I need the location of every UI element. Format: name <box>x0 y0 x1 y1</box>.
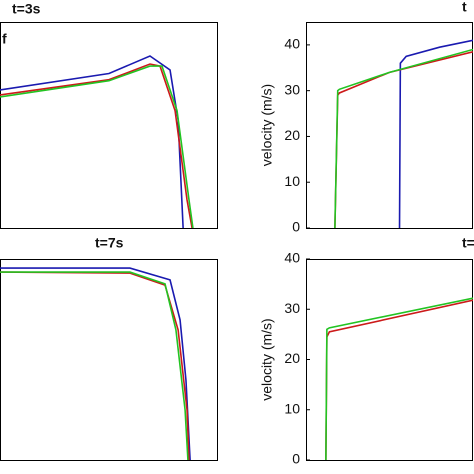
y-tick-label: 0 <box>292 451 300 467</box>
axes-box <box>306 22 473 229</box>
y-tick-label: 40 <box>284 36 300 52</box>
series-line <box>334 50 473 228</box>
y-tick-label: 0 <box>292 219 300 235</box>
axes-box <box>0 259 218 461</box>
y-axis-label: velocity (m/s) <box>259 84 275 166</box>
series-line <box>334 48 473 228</box>
series-line <box>0 271 189 460</box>
y-tick-label: 30 <box>284 81 300 97</box>
series-line <box>0 65 194 228</box>
annotation: f <box>2 31 7 47</box>
axes-box <box>0 22 218 229</box>
panel-title: t=3s <box>12 1 41 17</box>
axes-box <box>306 259 473 461</box>
y-tick-label: 10 <box>284 173 300 189</box>
panel-title: t=7s <box>95 235 124 251</box>
series-line <box>0 271 190 460</box>
series-line <box>325 297 473 460</box>
panel-title: t= <box>462 235 474 251</box>
y-tick-label: 30 <box>284 300 300 316</box>
y-axis-label: velocity (m/s) <box>259 318 275 400</box>
series-line <box>398 39 473 228</box>
y-tick-label: 40 <box>284 250 300 266</box>
series-line <box>0 267 191 460</box>
panel-title: t <box>462 0 467 15</box>
y-tick-label: 10 <box>284 400 300 416</box>
y-tick-label: 20 <box>284 127 300 143</box>
series-line <box>0 63 193 228</box>
y-tick-label: 20 <box>284 350 300 366</box>
